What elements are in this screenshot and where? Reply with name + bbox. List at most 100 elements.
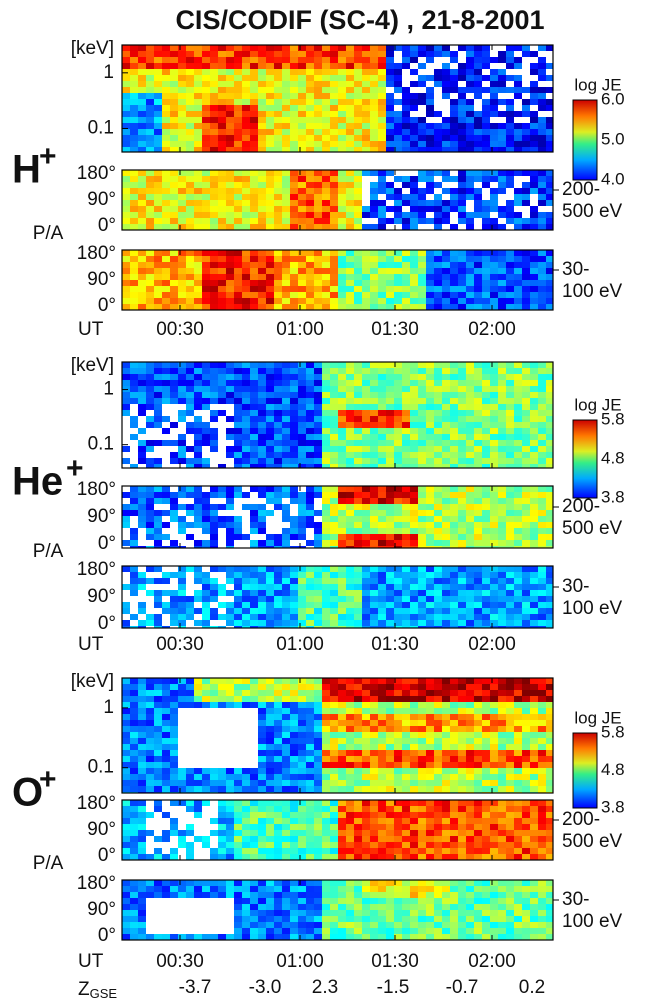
spectrogram-cell bbox=[450, 434, 458, 440]
spectrogram-cell bbox=[466, 69, 474, 75]
spectrogram-cell bbox=[138, 702, 146, 708]
spectrogram-cell bbox=[250, 57, 258, 63]
spectrogram-cell bbox=[546, 380, 553, 386]
spectrogram-cell bbox=[226, 250, 234, 256]
spectrogram-cell bbox=[322, 492, 330, 498]
spectrogram-cell bbox=[242, 99, 250, 105]
spectrogram-cell bbox=[450, 614, 458, 620]
spectrogram-cell bbox=[346, 584, 354, 590]
spectrogram-cell bbox=[210, 522, 218, 528]
spectrogram-cell bbox=[330, 504, 338, 510]
spectrogram-cell bbox=[546, 362, 553, 368]
spectrogram-cell bbox=[514, 75, 522, 81]
spectrogram-cell bbox=[162, 708, 170, 714]
spectrogram-cell bbox=[506, 218, 514, 224]
spectrogram-cell bbox=[546, 690, 553, 696]
spectrogram-cell bbox=[458, 368, 466, 374]
spectrogram-cell bbox=[434, 690, 442, 696]
spectrogram-cell bbox=[466, 410, 474, 416]
spectrogram-cell bbox=[226, 81, 234, 87]
spectrogram-cell bbox=[538, 458, 546, 464]
spectrogram-cell bbox=[498, 170, 506, 176]
spectrogram-cell bbox=[346, 768, 354, 774]
spectrogram-cell bbox=[362, 292, 370, 298]
spectrogram-cell bbox=[274, 224, 282, 230]
spectrogram-cell bbox=[378, 45, 386, 51]
spectrogram-cell bbox=[474, 744, 482, 750]
spectrogram-cell bbox=[258, 63, 266, 69]
spectrogram-cell bbox=[146, 404, 154, 410]
spectrogram-cell bbox=[434, 768, 442, 774]
spectrogram-cell bbox=[490, 99, 498, 105]
spectrogram-cell bbox=[122, 147, 130, 152]
spectrogram-cell bbox=[290, 696, 298, 702]
spectrogram-cell bbox=[130, 69, 138, 75]
spectrogram-cell bbox=[538, 428, 546, 434]
spectrogram-cell bbox=[162, 93, 170, 99]
spectrogram-cell bbox=[418, 620, 426, 626]
spectrogram-cell bbox=[370, 614, 378, 620]
spectrogram-cell bbox=[138, 250, 146, 256]
spectrogram-cell bbox=[538, 262, 546, 268]
spectrogram-cell bbox=[202, 678, 210, 684]
spectrogram-cell bbox=[386, 93, 394, 99]
spectrogram-cell bbox=[226, 99, 234, 105]
spectrogram-cell bbox=[186, 182, 194, 188]
spectrogram-cell bbox=[234, 416, 242, 422]
spectrogram-cell bbox=[306, 212, 314, 218]
spectrogram-cell bbox=[514, 111, 522, 117]
spectrogram-cell bbox=[258, 696, 266, 702]
spectrogram-cell bbox=[490, 720, 498, 726]
spectrogram-cell bbox=[250, 256, 258, 262]
spectrogram-cell bbox=[474, 690, 482, 696]
spectrogram-cell bbox=[346, 250, 354, 256]
spectrogram-cell bbox=[482, 590, 490, 596]
spectrogram-cell bbox=[138, 458, 146, 464]
spectrogram-cell bbox=[266, 422, 274, 428]
spectrogram-cell bbox=[290, 212, 298, 218]
spectrogram-cell bbox=[458, 398, 466, 404]
spectrogram-cell bbox=[538, 416, 546, 422]
spectrogram-cell bbox=[138, 516, 146, 522]
spectrogram-cell bbox=[378, 714, 386, 720]
spectrogram-cell bbox=[242, 404, 250, 410]
spectrogram-cell bbox=[514, 141, 522, 147]
spectrogram-cell bbox=[410, 224, 418, 230]
spectrogram-cell bbox=[322, 440, 330, 446]
energy-tick-label: 1 bbox=[103, 697, 114, 718]
spectrogram-cell bbox=[482, 540, 490, 546]
spectrogram-cell bbox=[322, 446, 330, 452]
spectrogram-cell bbox=[546, 292, 553, 298]
spectrogram-cell bbox=[178, 452, 186, 458]
spectrogram-cell bbox=[394, 428, 402, 434]
spectrogram-cell bbox=[514, 596, 522, 602]
spectrogram-cell bbox=[218, 410, 226, 416]
spectrogram-cell bbox=[306, 744, 314, 750]
spectrogram-cell bbox=[186, 141, 194, 147]
spectrogram-cell bbox=[354, 212, 362, 218]
spectrogram-cell bbox=[322, 614, 330, 620]
spectrogram-cell bbox=[418, 250, 426, 256]
spectrogram-cell bbox=[402, 250, 410, 256]
spectrogram-cell bbox=[290, 368, 298, 374]
spectrogram-cell bbox=[282, 578, 290, 584]
spectrogram-cell bbox=[394, 510, 402, 516]
spectrogram-cell bbox=[154, 708, 162, 714]
spectrogram-cell bbox=[186, 298, 194, 304]
spectrogram-cell bbox=[154, 702, 162, 708]
spectrogram-cell bbox=[194, 111, 202, 117]
spectrogram-cell bbox=[218, 292, 226, 298]
spectrogram-cell bbox=[362, 256, 370, 262]
spectrogram-cell bbox=[378, 768, 386, 774]
spectrogram-cell bbox=[210, 440, 218, 446]
spectrogram-cell bbox=[154, 286, 162, 292]
spectrogram-cell bbox=[122, 386, 130, 392]
spectrogram-cell bbox=[514, 304, 522, 310]
spectrogram-cell bbox=[210, 608, 218, 614]
spectrogram-cell bbox=[498, 516, 506, 522]
spectrogram-cell bbox=[330, 99, 338, 105]
spectrogram-cell bbox=[402, 446, 410, 452]
spectrogram-cell bbox=[394, 452, 402, 458]
spectrogram-cell bbox=[506, 452, 514, 458]
spectrogram-cell bbox=[202, 57, 210, 63]
